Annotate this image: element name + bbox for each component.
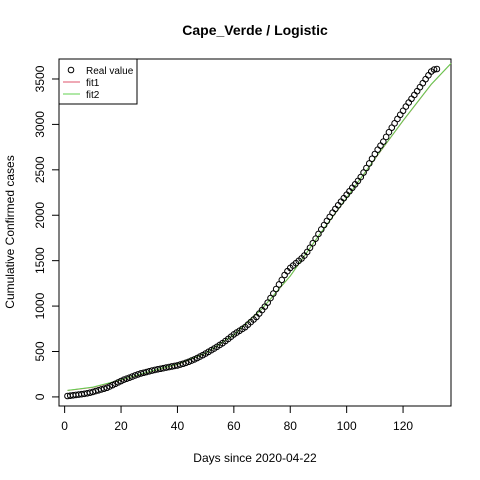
chart-title: Cape_Verde / Logistic <box>182 22 328 38</box>
data-point <box>264 299 271 306</box>
data-point <box>120 376 128 383</box>
data-point <box>179 360 187 368</box>
series-fit1-line <box>67 63 452 392</box>
x-tick-label: 60 <box>227 419 241 433</box>
data-point <box>100 385 108 392</box>
legend: Real value fit1 fit2 <box>58 58 138 105</box>
data-point <box>176 361 184 368</box>
data-point <box>408 95 415 103</box>
data-point <box>396 111 404 119</box>
data-point <box>306 244 314 252</box>
x-tick-label: 120 <box>393 419 413 433</box>
data-point <box>272 285 280 293</box>
data-point <box>382 133 390 141</box>
y-tick-label: 3000 <box>33 111 47 138</box>
data-point <box>98 386 105 393</box>
data-point <box>433 65 441 73</box>
data-point <box>281 271 288 279</box>
data-point <box>278 276 286 284</box>
data-point <box>377 142 384 149</box>
data-point <box>411 91 418 99</box>
data-point <box>405 99 412 106</box>
data-point <box>123 375 130 382</box>
data-point <box>413 87 421 95</box>
data-point <box>363 164 370 172</box>
data-point <box>312 235 319 242</box>
data-point <box>374 146 381 153</box>
x-tick-label: 0 <box>61 419 68 433</box>
data-point <box>425 72 432 79</box>
series-fit2-line <box>67 63 452 391</box>
x-tick-label: 100 <box>337 419 357 433</box>
y-axis-label: Cumulative Confirmed cases <box>3 155 17 308</box>
legend-real-value-label: Real value <box>86 66 134 77</box>
data-point <box>402 103 410 110</box>
legend-real-value-symbol <box>67 66 75 74</box>
data-point <box>416 83 424 91</box>
x-tick-label: 40 <box>171 419 185 433</box>
data-point <box>329 209 336 216</box>
data-point <box>430 66 438 73</box>
x-tick-label: 80 <box>284 419 298 433</box>
data-point <box>422 75 429 83</box>
y-tick-label: 0 <box>33 393 47 400</box>
y-tick-label: 3500 <box>33 65 47 92</box>
data-point <box>357 173 365 181</box>
data-point <box>419 79 427 87</box>
data-point <box>315 230 322 238</box>
data-point <box>365 160 373 167</box>
x-tick-label: 20 <box>114 419 128 433</box>
data-point <box>368 155 376 163</box>
y-tick-label: 1000 <box>33 292 47 319</box>
legend-fit2-label: fit2 <box>86 90 100 101</box>
data-point <box>309 239 317 247</box>
data-point <box>275 281 283 288</box>
y-tick-label: 2500 <box>33 156 47 183</box>
data-point <box>323 217 331 225</box>
y-axis: 0 500 1000 1500 2000 2500 3000 3500 <box>33 65 60 400</box>
plot-box <box>58 58 452 407</box>
data-point <box>360 169 367 176</box>
y-tick-label: 1500 <box>33 247 47 274</box>
x-axis: 0 20 40 60 80 100 120 <box>61 405 413 433</box>
x-axis-label: Days since 2020-04-22 <box>193 451 317 465</box>
fit-lines <box>67 63 452 392</box>
data-point <box>270 290 277 297</box>
data-point <box>267 294 274 302</box>
y-tick-label: 2000 <box>33 202 47 229</box>
data-point <box>380 138 387 145</box>
data-points <box>64 65 441 400</box>
data-point <box>385 128 393 136</box>
legend-fit1-label: fit1 <box>86 78 100 89</box>
y-tick-label: 500 <box>33 341 47 361</box>
